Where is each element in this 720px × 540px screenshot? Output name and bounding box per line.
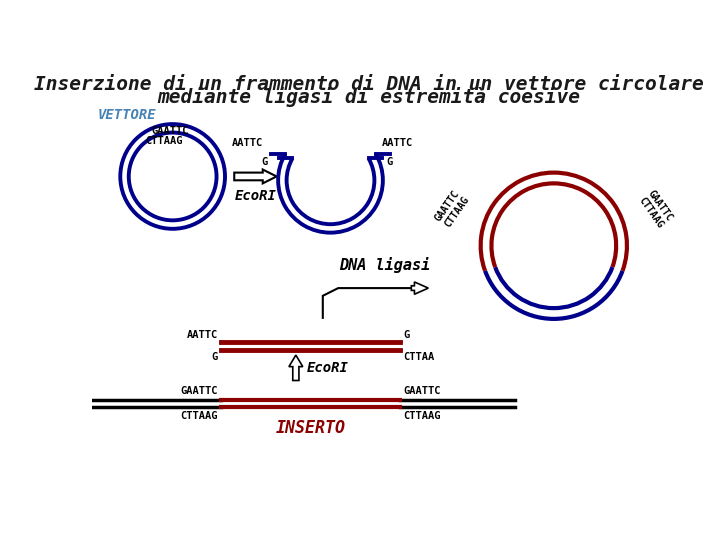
Text: AATTC: AATTC [232, 138, 263, 148]
Text: G: G [403, 330, 409, 340]
Text: AATTC: AATTC [382, 138, 413, 148]
Text: GAATTC: GAATTC [403, 386, 441, 396]
Text: G: G [261, 157, 267, 167]
Text: GAATTC: GAATTC [181, 386, 218, 396]
Text: DNA ligasi: DNA ligasi [339, 256, 430, 273]
Text: GAATTC
CTTAAG: GAATTC CTTAAG [433, 188, 471, 230]
Text: CTTAA: CTTAA [403, 352, 434, 362]
Text: EcoRI: EcoRI [235, 189, 276, 203]
Text: mediante ligasi di estremità coesive: mediante ligasi di estremità coesive [158, 87, 580, 107]
Text: Inserzione di un frammento di DNA in un vettore circolare: Inserzione di un frammento di DNA in un … [34, 75, 704, 93]
Text: GAATTC: GAATTC [151, 126, 189, 137]
Text: CTTAAG: CTTAAG [181, 411, 218, 421]
Text: GAATTC
CTTAAG: GAATTC CTTAAG [636, 188, 675, 230]
Text: CTTAAG: CTTAAG [145, 136, 183, 146]
Text: VETTORE: VETTORE [98, 108, 156, 122]
Text: G: G [387, 157, 393, 167]
FancyArrow shape [234, 170, 276, 184]
Text: EcoRI: EcoRI [307, 361, 348, 375]
Text: AATTC: AATTC [186, 330, 218, 340]
FancyArrow shape [289, 355, 303, 381]
Text: G: G [212, 352, 218, 362]
Text: INSERTO: INSERTO [276, 419, 346, 437]
Text: CTTAAG: CTTAAG [403, 411, 441, 421]
FancyArrow shape [411, 282, 428, 294]
